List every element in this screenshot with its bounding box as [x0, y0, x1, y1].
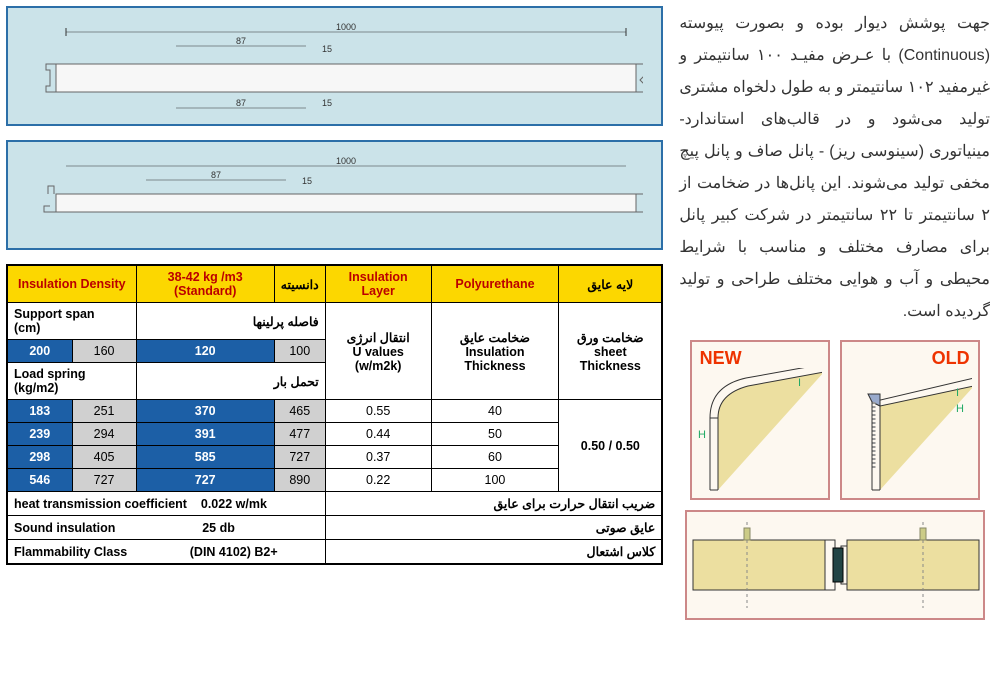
description-paragraph: جهت پوشش دیوار بوده و بصورت پیوسته (Cont… [675, 6, 994, 330]
u-cell: 0.22 [325, 469, 431, 492]
heat-fa: ضریب انتقال حرارت برای عایق [325, 492, 662, 516]
thick-cell: 60 [431, 446, 559, 469]
svg-text:I: I [956, 387, 959, 399]
data-cell: 727 [274, 446, 325, 469]
th-span-fa: فاصله پرلینها [136, 303, 325, 340]
svg-text:I: I [798, 377, 801, 389]
data-cell: 405 [72, 446, 136, 469]
svg-text:1000: 1000 [336, 156, 356, 166]
thick-cell: 40 [431, 400, 559, 423]
flam-fa: کلاس اشتعال [325, 540, 662, 565]
u-cell: 0.55 [325, 400, 431, 423]
joint-svg [687, 512, 983, 618]
data-cell: 294 [72, 423, 136, 446]
data-cell: 465 [274, 400, 325, 423]
data-cell: 251 [72, 400, 136, 423]
dim-1000: 1000 [336, 22, 356, 32]
technical-drawing-top: 1000 87 15 87 15 [6, 6, 663, 126]
sheet-thick-val: 0.50 / 0.50 [559, 400, 663, 492]
data-cell: 546 [7, 469, 72, 492]
span-cell: 100 [274, 340, 325, 363]
drawing-svg: 1000 87 15 87 15 [26, 20, 643, 116]
u-cell: 0.44 [325, 423, 431, 446]
drawing-svg: 1000 87 15 [26, 154, 643, 240]
u-cell: 0.37 [325, 446, 431, 469]
svg-text:15: 15 [322, 98, 332, 108]
span-cell: 120 [136, 340, 274, 363]
sound-fa: عایق صوتی [325, 516, 662, 540]
data-cell: 890 [274, 469, 325, 492]
th-ins-thick: ضخامت عایقInsulation Thickness [431, 303, 559, 400]
svg-text:87: 87 [211, 170, 221, 180]
th-u-values: انتقال انرژیU values (w/m2k) [325, 303, 431, 400]
data-cell: 391 [136, 423, 274, 446]
th-load-spring: Load spring (kg/m2) [7, 363, 136, 400]
svg-text:87: 87 [236, 98, 246, 108]
new-label: NEW [700, 348, 742, 369]
th-layer-fa: لایه عایق [559, 265, 663, 303]
old-label: OLD [932, 348, 970, 369]
th-insulation-density-en: Insulation Density [7, 265, 136, 303]
th-support-span: Support span (cm) [7, 303, 136, 340]
thick-cell: 50 [431, 423, 559, 446]
data-cell: 727 [136, 469, 274, 492]
heat-en: heat transmission coefficient 0.022 w/mk [7, 492, 325, 516]
th-sheet-thick: ضخامت ورقsheet Thickness [559, 303, 663, 400]
svg-text:87: 87 [236, 36, 246, 46]
new-curve-icon: H I [698, 368, 822, 498]
old-angle-icon: I H [848, 368, 972, 498]
data-cell: 239 [7, 423, 72, 446]
th-density-val: 38-42 kg /m3 (Standard) [136, 265, 274, 303]
svg-text:15: 15 [322, 44, 332, 54]
th-polyurethane: Polyurethane [431, 265, 559, 303]
th-load-fa: تحمل بار [136, 363, 325, 400]
spec-table: Insulation Density 38-42 kg /m3 (Standar… [6, 264, 663, 565]
svg-text:15: 15 [302, 176, 312, 186]
svg-text:H: H [956, 403, 964, 415]
flam-en: Flammability Class (DIN 4102) B2+ [7, 540, 325, 565]
technical-drawing-bottom: 1000 87 15 [6, 140, 663, 250]
svg-text:H: H [698, 429, 706, 441]
span-cell: 160 [72, 340, 136, 363]
new-panel-box: NEW H I [690, 340, 830, 500]
th-insulation-layer-en: Insulation Layer [325, 265, 431, 303]
new-old-comparison: NEW H I OLD I H [675, 340, 994, 500]
data-cell: 727 [72, 469, 136, 492]
sound-en: Sound insulation 25 db [7, 516, 325, 540]
panel-joint-diagram [685, 510, 985, 620]
data-cell: 183 [7, 400, 72, 423]
data-cell: 585 [136, 446, 274, 469]
data-cell: 370 [136, 400, 274, 423]
th-density-fa: دانسیته [274, 265, 325, 303]
data-cell: 477 [274, 423, 325, 446]
thick-cell: 100 [431, 469, 559, 492]
span-cell: 200 [7, 340, 72, 363]
data-cell: 298 [7, 446, 72, 469]
old-panel-box: OLD I H [840, 340, 980, 500]
